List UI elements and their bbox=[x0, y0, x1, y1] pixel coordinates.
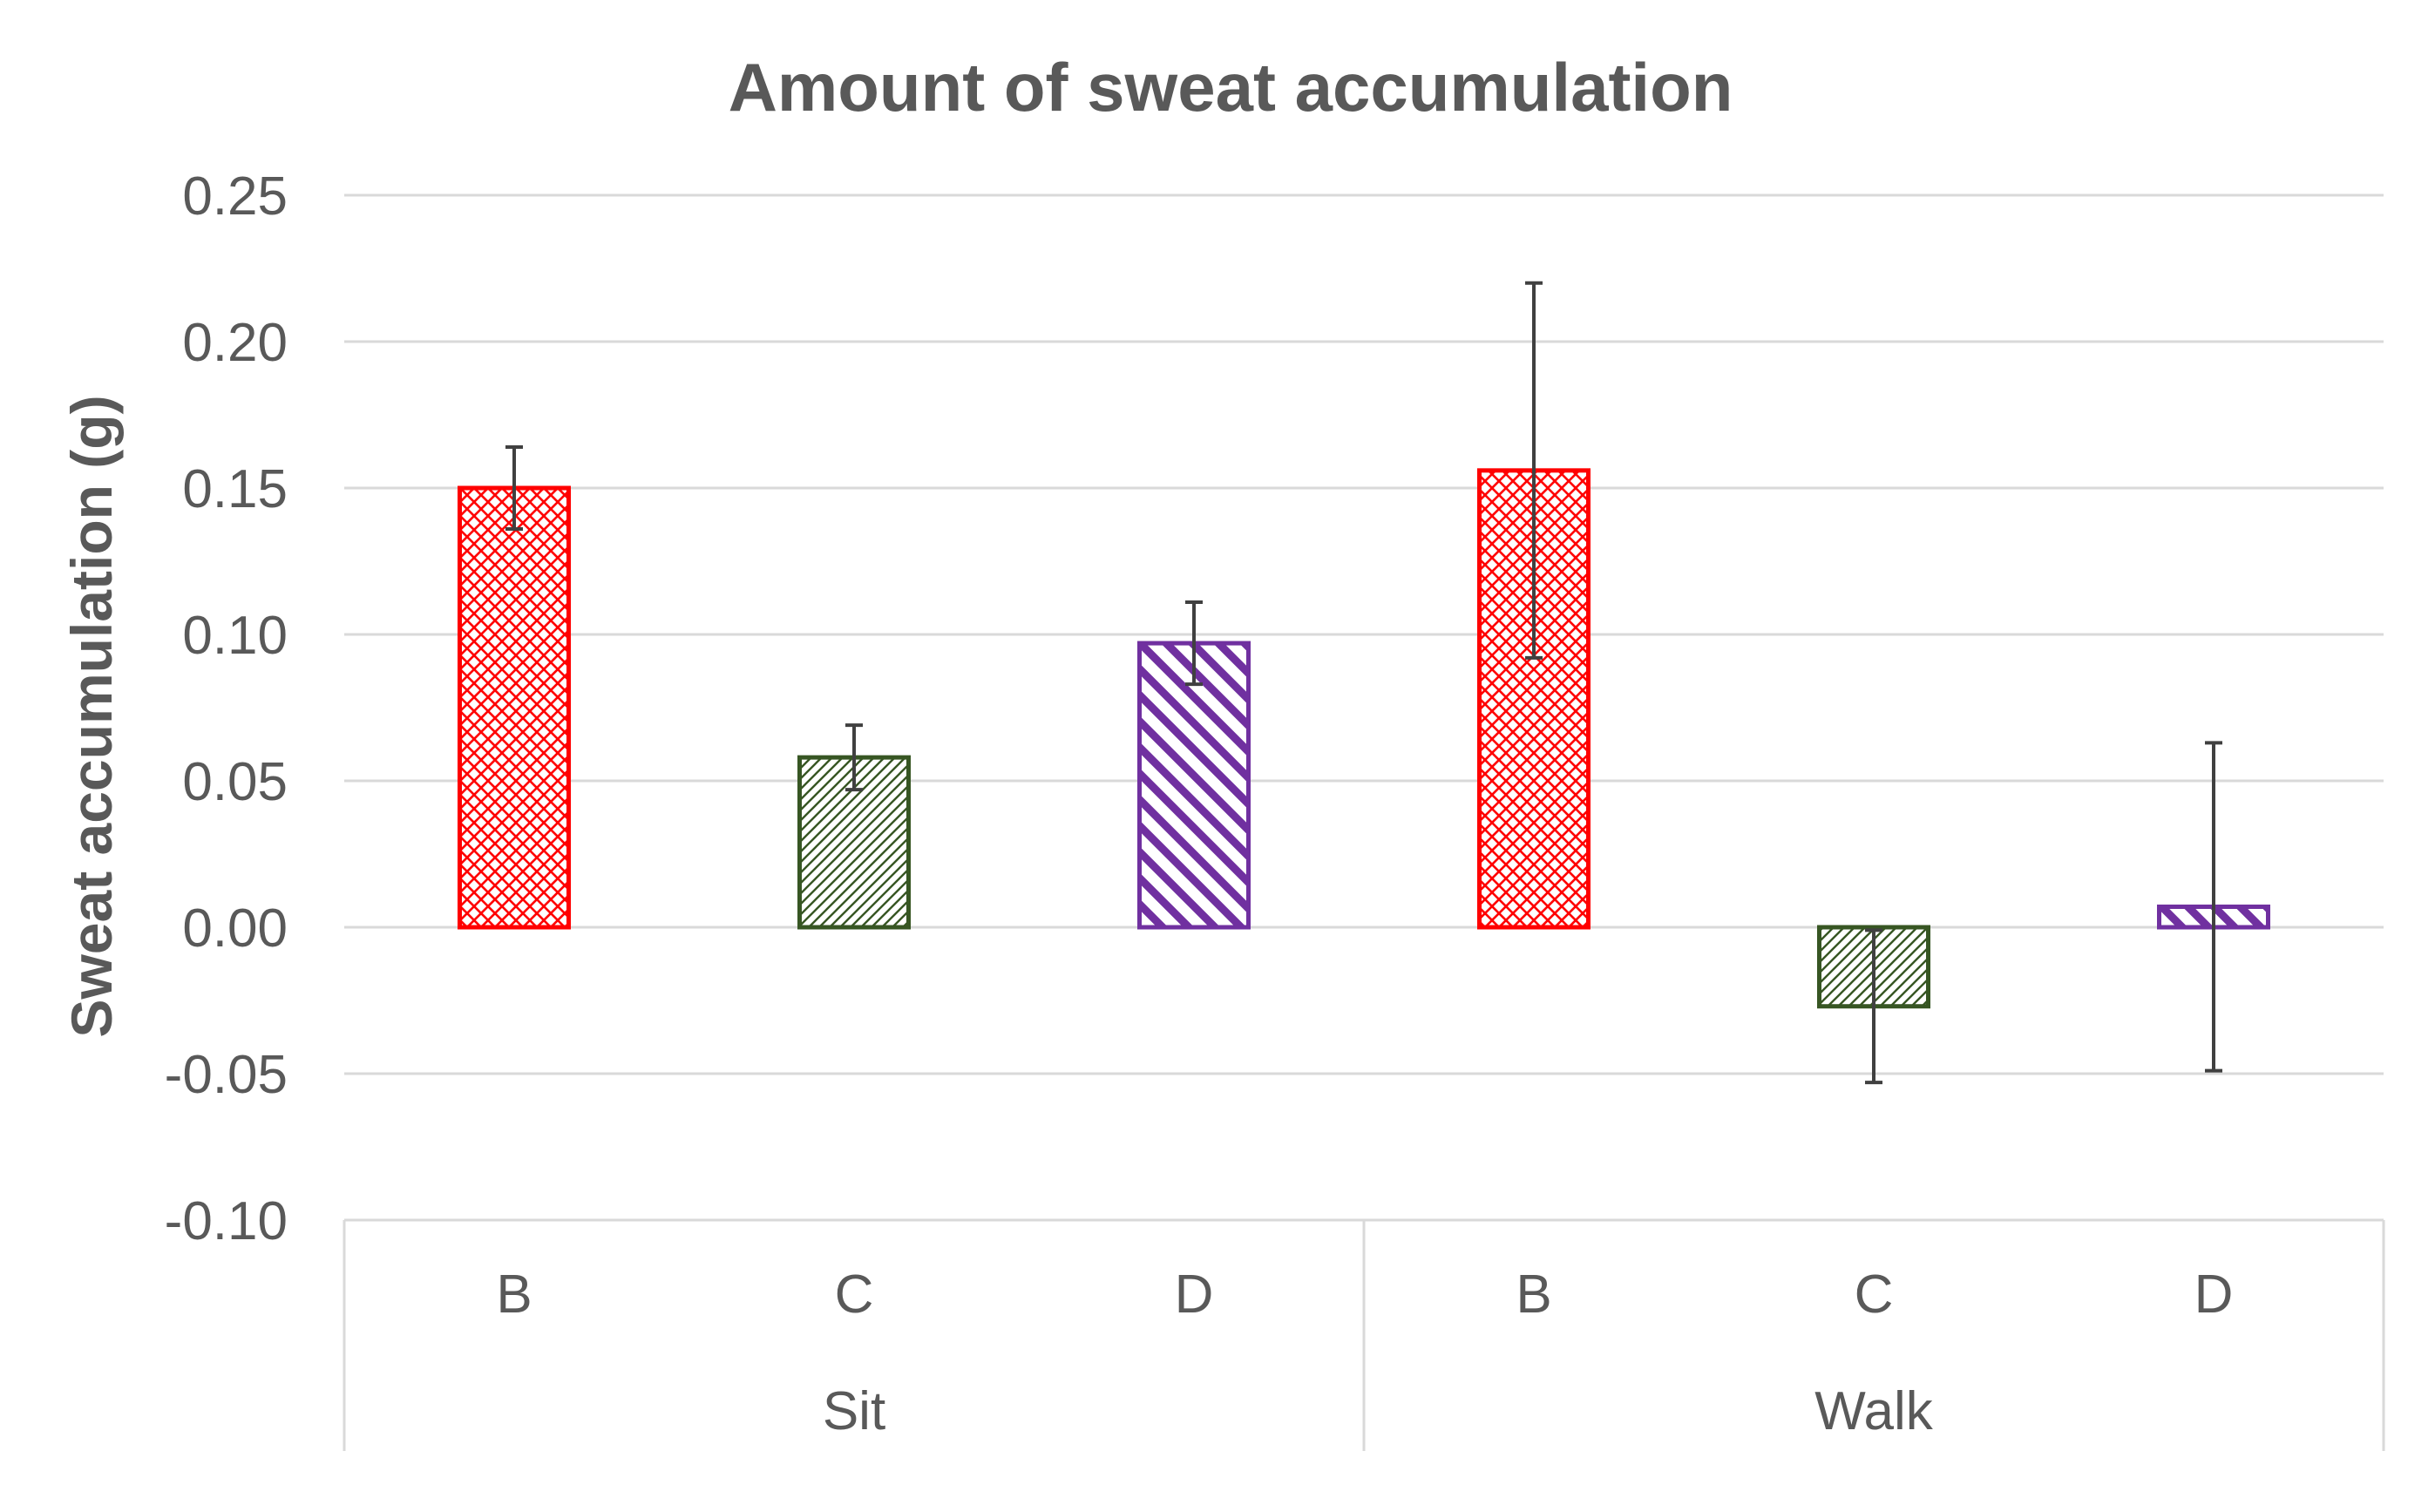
group-labels: Sit Walk bbox=[823, 1381, 1934, 1441]
error-bars bbox=[505, 281, 2222, 1085]
y-tick-label: 0.15 bbox=[182, 459, 288, 519]
category-axis-separators bbox=[343, 1220, 2385, 1451]
y-tick-label: 0.20 bbox=[182, 313, 288, 373]
bar-sit-b bbox=[458, 485, 571, 930]
group-label-walk: Walk bbox=[1814, 1381, 1933, 1441]
bar-sit-d bbox=[1137, 641, 1251, 930]
category-label: D bbox=[1175, 1265, 1214, 1325]
category-label: B bbox=[496, 1265, 532, 1325]
error-bar-walk-d bbox=[2205, 741, 2222, 1073]
error-bar-sit-b bbox=[505, 444, 523, 532]
error-bar-walk-c bbox=[1865, 928, 1882, 1085]
category-label: C bbox=[1855, 1265, 1894, 1325]
gridlines bbox=[344, 193, 2384, 1222]
group-label-sit: Sit bbox=[823, 1381, 885, 1441]
chart-title: Amount of sweat accumulation bbox=[729, 49, 1733, 125]
category-label: D bbox=[2194, 1265, 2234, 1325]
y-axis-title: Sweat accumulation (g) bbox=[59, 395, 124, 1037]
category-label: C bbox=[835, 1265, 874, 1325]
y-tick-label: -0.05 bbox=[165, 1045, 288, 1105]
y-tick-label: -0.10 bbox=[165, 1191, 288, 1251]
error-bar-sit-c bbox=[845, 723, 863, 792]
y-tick-label: 0.25 bbox=[182, 166, 288, 227]
y-tick-label: 0.05 bbox=[182, 752, 288, 812]
category-label: B bbox=[1516, 1265, 1551, 1325]
bars bbox=[458, 468, 2270, 1009]
error-bar-sit-d bbox=[1185, 600, 1203, 687]
y-tick-label: 0.10 bbox=[182, 606, 288, 666]
error-bar-walk-b bbox=[1525, 281, 1543, 660]
y-axis-ticks: 0.25 0.20 0.15 0.10 0.05 0.00 -0.05 -0.10 bbox=[165, 166, 288, 1251]
y-tick-label: 0.00 bbox=[182, 898, 288, 959]
